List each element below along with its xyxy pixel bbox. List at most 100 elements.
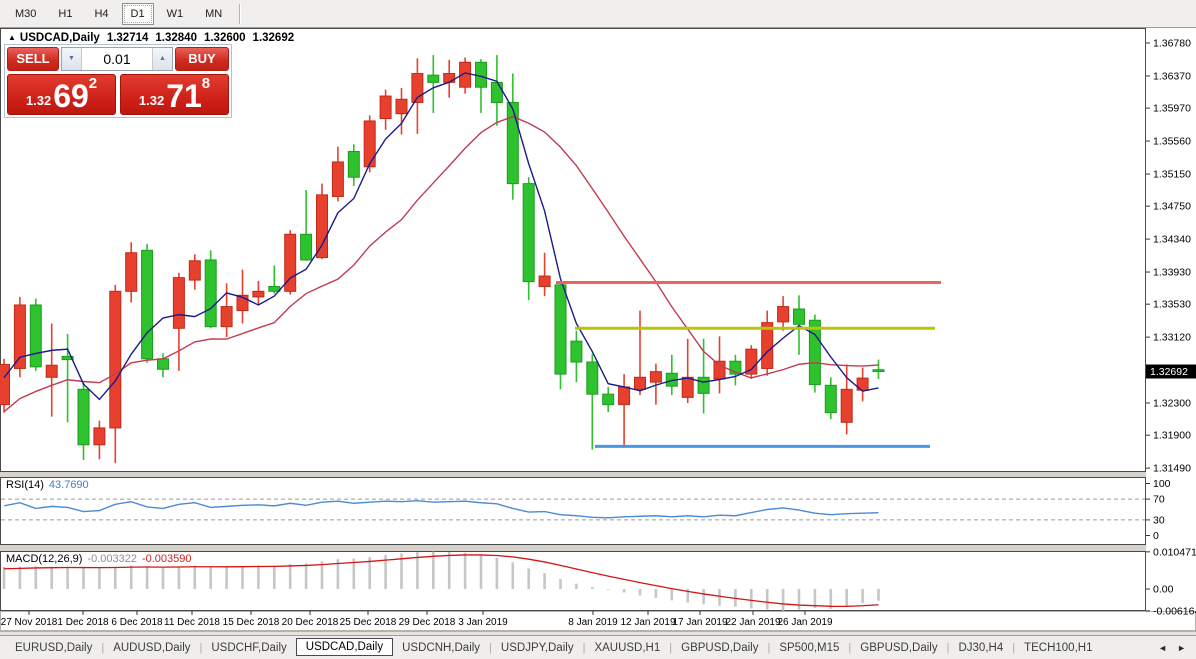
ohlc-low: 1.32600 [203,32,246,44]
price-tick-label: 1.35560 [1153,136,1191,148]
chart-tab-GBPUSD-Daily[interactable]: GBPUSD,Daily [860,641,938,654]
candle [793,308,805,325]
chart-area[interactable]: 1.36780 1.36370 1.35970 1.35560 1.35150 1.347… [0,28,1196,631]
chart-tab-EURUSD-Daily[interactable]: EURUSD,Daily [15,641,93,654]
volume-decrease-icon[interactable]: ▼ [62,48,82,70]
price-tick-label: 1.36780 [1153,38,1191,50]
toolbar-separator [239,3,241,24]
timeframe-button-M30[interactable]: M30 [15,7,37,20]
timeframe-button-MN[interactable]: MN [205,7,223,20]
candle [586,361,599,395]
candle [808,319,821,386]
macd-signal-line [3,554,879,608]
tab-separator: | [848,641,852,654]
date-tick-label: 20 Dec 2018 [282,617,339,628]
price-tick-label: 1.33530 [1153,299,1191,311]
macd-tick-label: 0.010471 [1153,546,1196,558]
candle [872,369,885,373]
price-tick-label: 1.34750 [1153,201,1191,213]
candle [109,290,122,429]
chart-tab-USDCNH-Daily[interactable]: USDCNH,Daily [402,641,481,654]
candle [141,249,154,360]
chart-tab-USDCAD-Daily[interactable]: USDCAD,Daily [295,637,394,656]
candle [284,233,297,292]
date-tick-label: 6 Dec 2018 [111,617,163,628]
tab-separator: | [101,641,105,654]
date-tick-label: 26 Jan 2019 [777,617,832,628]
date-tick-label: 25 Dec 2018 [340,617,397,628]
chart-tab-AUDUSD-Daily[interactable]: AUDUSD,Daily [113,641,191,654]
rsi-tick-label: 100 [1153,478,1171,490]
volume-input[interactable]: 0.01 [103,51,131,67]
chart-tab-USDCHF-Daily[interactable]: USDCHF,Daily [211,641,287,654]
candle [331,161,344,197]
rsi-line [3,499,879,519]
candle [506,101,519,185]
chart-tab-GBPUSD-Daily[interactable]: GBPUSD,Daily [681,641,759,654]
collapse-arrow-icon[interactable]: ▲ [8,33,16,42]
date-tick-label: 1 Dec 2018 [57,617,109,628]
candle [45,364,58,378]
timeframe-button-H1[interactable]: H1 [58,7,73,20]
timeframe-button-W1[interactable]: W1 [166,7,184,20]
price-tick-label: 1.35150 [1153,168,1191,180]
date-tick-label: 27 Nov 2018 [1,617,58,628]
one-click-trade-panel: SELL ▼ 0.01 ▲ BUY 1.32 69 2 1.32 71 8 [4,44,232,118]
tabs-scroll-right-icon[interactable]: ► [1177,642,1186,653]
candle [427,74,440,83]
candle [29,304,42,368]
chart-title: ▲ USDCAD,Daily 1.32714 1.32840 1.32600 1.3269… [8,32,294,44]
tabs-scroll-left-icon[interactable]: ◄ [1158,642,1168,653]
date-tick-label: 8 Jan 2019 [568,617,618,628]
candle [61,355,74,361]
rsi-indicator-label: RSI(14) 43.7690 [6,479,89,491]
candle [538,275,551,287]
price-tick-label: 1.33120 [1153,332,1191,344]
candle [443,73,456,83]
price-tick-label: 1.31490 [1153,463,1191,475]
candle [475,61,487,88]
timeframe-button-D1[interactable]: D1 [121,2,154,25]
trade-panel-controls: SELL ▼ 0.01 ▲ BUY [7,47,229,71]
buy-button[interactable]: BUY [175,47,229,71]
tab-separator: | [489,641,492,654]
volume-increase-icon[interactable]: ▲ [152,48,172,70]
candle [729,360,742,375]
candle [300,233,313,261]
macd-tick-label: -0.006164 [1153,605,1196,617]
sell-button[interactable]: SELL [7,47,59,71]
sell-price-pip: 2 [88,75,98,92]
candle [363,120,376,168]
candle [824,384,837,414]
candle [490,81,503,103]
price-axis-strip [1146,28,1196,611]
rsi-name: RSI(14) [6,479,44,491]
timeframe-button-H4[interactable]: H4 [94,7,109,20]
chart-tab-DJ30-H4[interactable]: DJ30,H4 [958,641,1004,654]
chart-tab-USDJPY-Daily[interactable]: USDJPY,Daily [500,641,574,654]
chart-tab-SP500-M15[interactable]: SP500,M15 [779,641,840,654]
date-tick-label: 22 Jan 2019 [725,617,780,628]
candle [252,290,265,298]
price-tick-label: 1.34340 [1153,234,1191,246]
ohlc-high: 1.32840 [155,32,197,44]
candle [125,252,138,292]
sell-quote-box[interactable]: 1.32 69 2 [7,74,116,115]
candle [554,284,567,375]
date-tick-label: 17 Jan 2019 [672,617,727,628]
macd-indicator-label: MACD(12,26,9) -0.003322 -0.003590 [6,553,192,565]
candle [13,304,26,369]
current-price-tag-label: 1.32692 [1150,366,1188,378]
buy-quote-box[interactable]: 1.32 71 8 [120,74,229,115]
price-tick-label: 1.31900 [1153,430,1191,442]
rsi-tick-label: 70 [1153,494,1165,506]
macd-panel-surface[interactable] [0,551,1146,611]
rsi-panel-surface[interactable] [0,477,1146,545]
rsi-tick-label: 0 [1153,530,1159,542]
chart-tab-XAUUSD-H1[interactable]: XAUUSD,H1 [594,641,661,654]
candle [411,73,424,103]
candle [268,285,281,292]
chart-tab-TECH100-H1[interactable]: TECH100,H1 [1024,641,1093,654]
candle [713,360,726,380]
